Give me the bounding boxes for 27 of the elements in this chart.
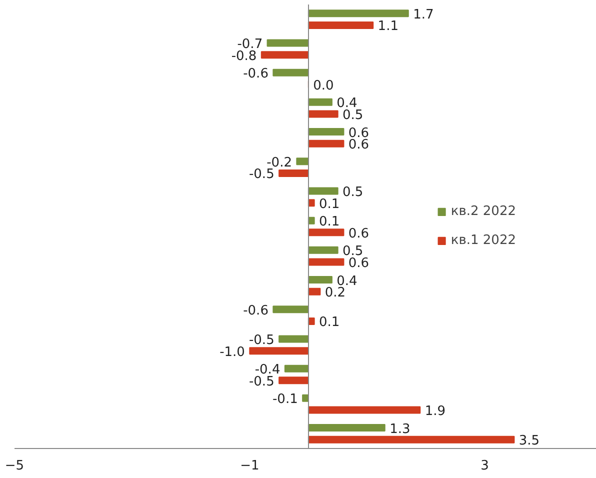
- data-label: 0.6: [348, 256, 370, 272]
- legend-label: кв.1 2022: [450, 233, 516, 248]
- data-label: 0.1: [319, 214, 340, 230]
- data-label: -0.5: [248, 374, 274, 390]
- data-label: -0.5: [248, 167, 274, 182]
- data-label: 1.9: [424, 404, 446, 420]
- data-label: 0.6: [348, 138, 370, 153]
- legend-label: кв.2 2022: [450, 204, 516, 219]
- data-label: -0.5: [248, 332, 274, 348]
- data-label: -1.0: [220, 344, 245, 360]
- data-label: 0.5: [342, 108, 364, 124]
- data-label: 0.2: [324, 286, 346, 301]
- data-label: 1.7: [413, 7, 434, 22]
- data-label: 0.1: [319, 315, 340, 330]
- x-tick-label: 3: [480, 458, 489, 474]
- data-label: 1.1: [378, 19, 398, 34]
- data-label: 0.5: [342, 184, 364, 200]
- data-label: -0.6: [243, 303, 268, 318]
- data-label: 0.6: [348, 226, 370, 242]
- data-label: -0.6: [243, 66, 268, 82]
- data-label: 3.5: [518, 434, 540, 449]
- data-label: 1.3: [390, 422, 410, 437]
- x-tick-label: −5: [4, 458, 24, 474]
- data-label: -0.1: [272, 392, 298, 408]
- data-label: 0.1: [319, 196, 340, 212]
- data-label: 0.0: [313, 78, 334, 94]
- x-tick-label: −1: [240, 458, 260, 474]
